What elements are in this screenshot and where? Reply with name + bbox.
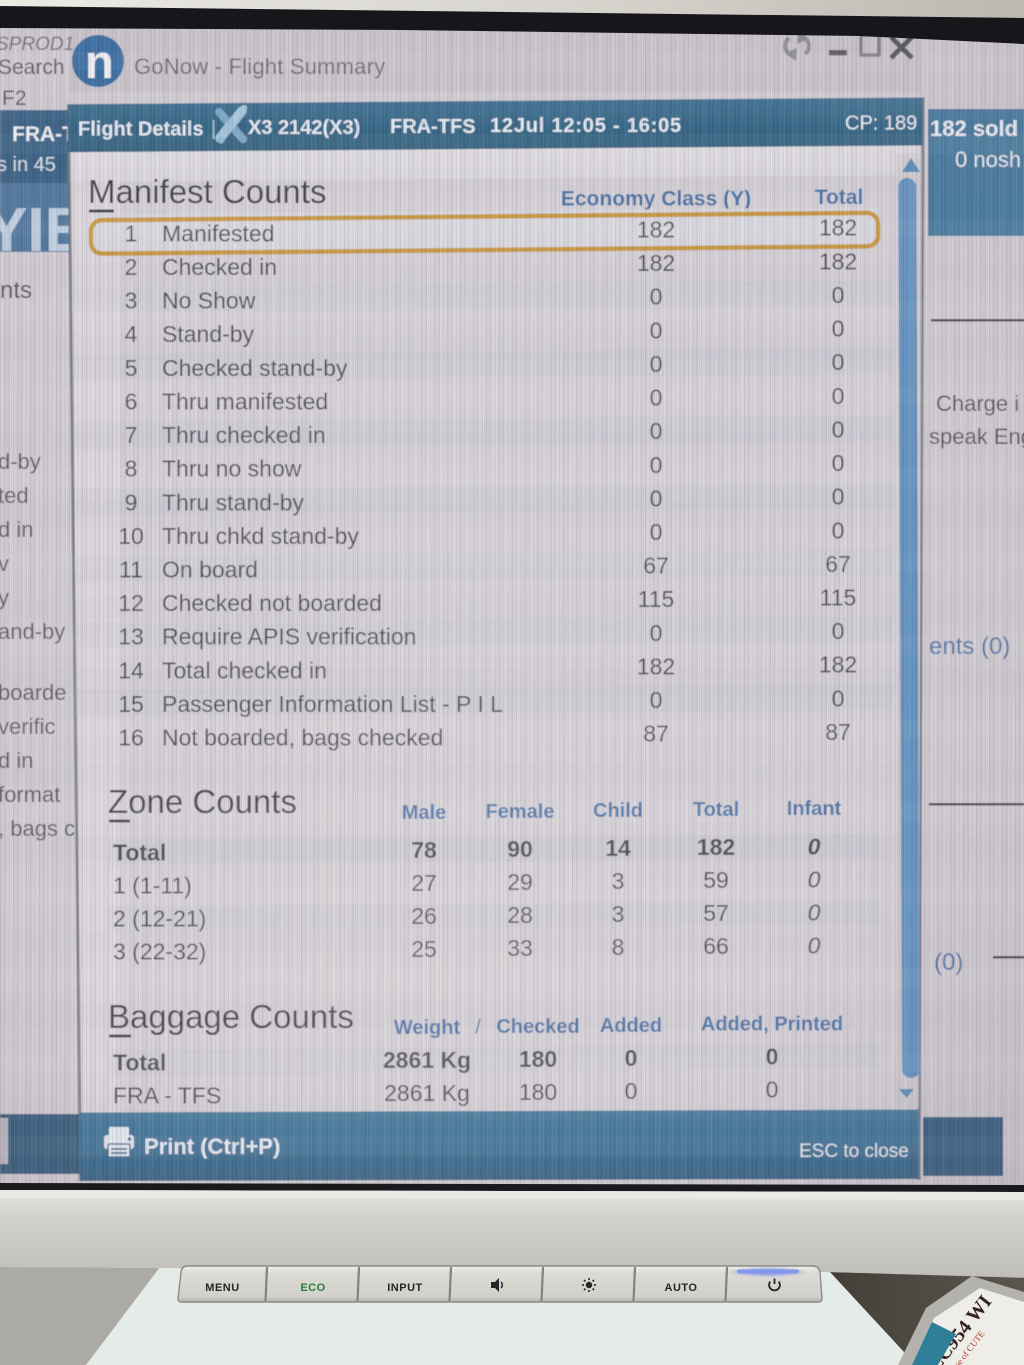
svg-text:INPUT: INPUT — [387, 1282, 423, 1294]
svg-text:MENU: MENU — [205, 1282, 239, 1294]
svg-text:ECO: ECO — [300, 1282, 325, 1294]
svg-text:AUTO: AUTO — [665, 1282, 698, 1294]
